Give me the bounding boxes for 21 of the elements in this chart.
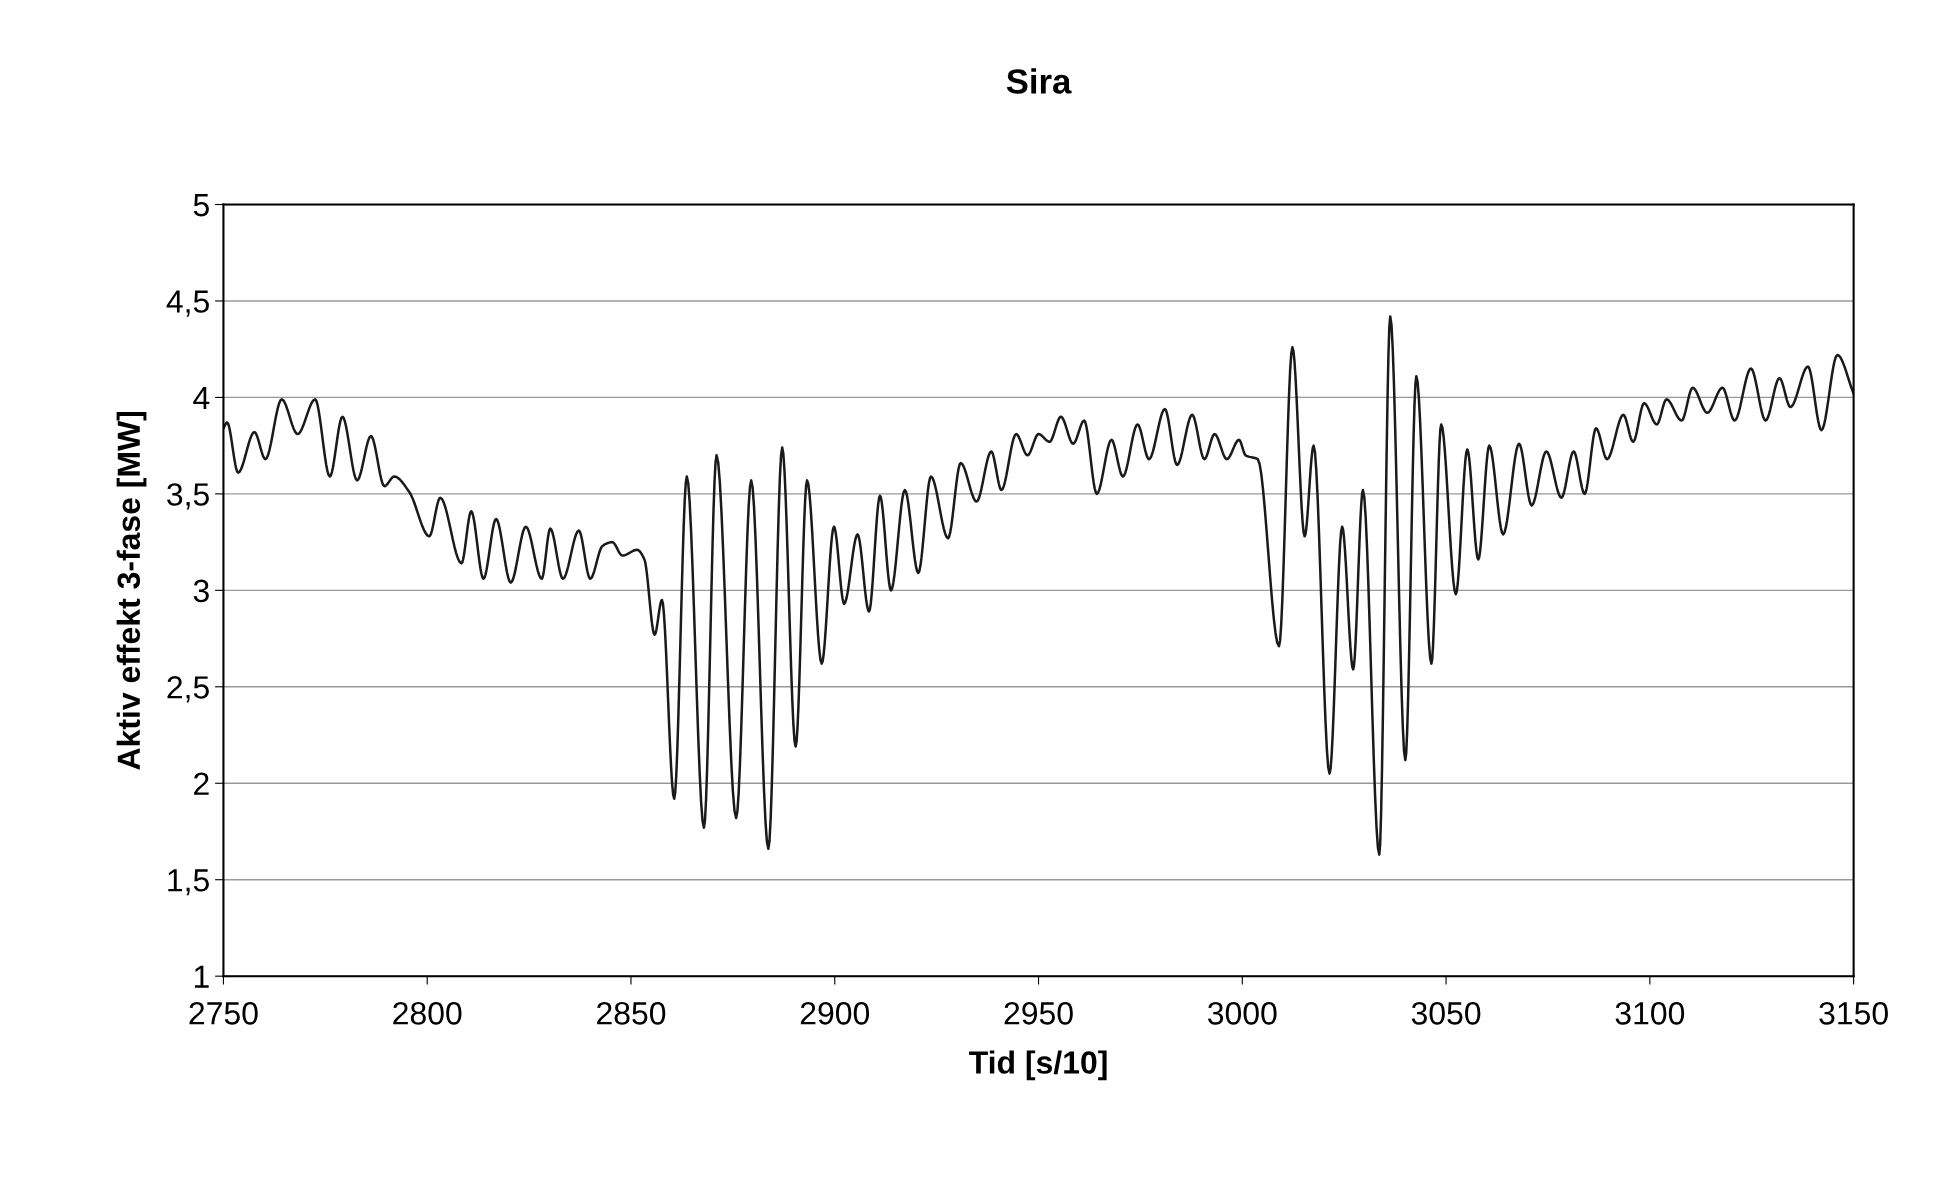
x-tick-label: 2750 bbox=[189, 1002, 258, 1025]
y-tick-label: 2,5 bbox=[167, 676, 209, 703]
y-tick-label: 4 bbox=[193, 387, 210, 409]
x-tick-label: 2900 bbox=[800, 1002, 870, 1025]
y-tick-label: 3,5 bbox=[167, 483, 209, 510]
x-tick-label: 3150 bbox=[1819, 1002, 1888, 1025]
x-tick-label: 3000 bbox=[1208, 1002, 1277, 1025]
x-tick-label: 2950 bbox=[1004, 1002, 1073, 1025]
y-tick-label: 1 bbox=[194, 965, 209, 988]
y-tick-label: 2 bbox=[194, 772, 209, 795]
y-tick-label: 1,5 bbox=[168, 869, 209, 896]
y-axis-title: Aktiv effekt 3-fase [MW] bbox=[116, 411, 147, 770]
x-tick-label: 3050 bbox=[1411, 1002, 1481, 1025]
x-tick-label: 3100 bbox=[1615, 1002, 1685, 1025]
x-tick-label: 2800 bbox=[393, 1002, 462, 1025]
chart-title: Sira bbox=[1006, 68, 1072, 94]
y-tick-label: 5 bbox=[193, 194, 209, 217]
y-tick-label: 3 bbox=[193, 579, 209, 603]
y-tick-label: 4,5 bbox=[166, 290, 209, 317]
x-axis-title: Tid [s/10] bbox=[969, 1050, 1107, 1081]
x-tick-label: 2850 bbox=[597, 1002, 666, 1025]
